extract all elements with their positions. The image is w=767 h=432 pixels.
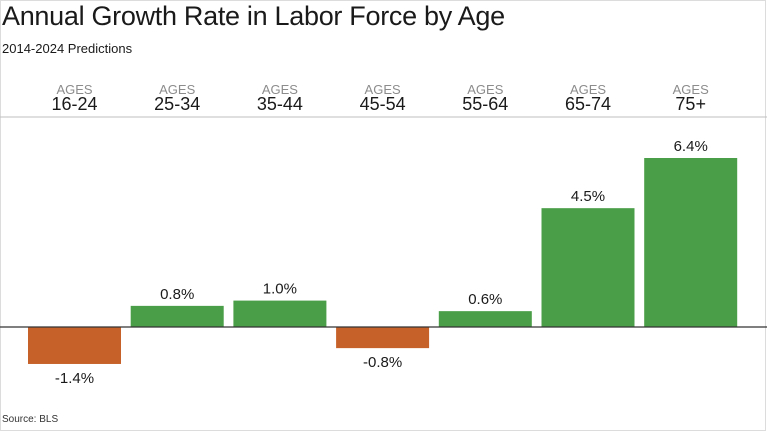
category-prefix: AGES [673,82,709,97]
bar [336,327,430,349]
category-label: 75+ [675,94,706,114]
category-prefix: AGES [262,82,298,97]
category-label: 25-34 [154,94,200,114]
data-label: 4.5% [571,188,605,205]
category-label: 65-74 [565,94,611,114]
category-label: 45-54 [360,94,406,114]
data-label: 1.0% [263,281,297,298]
category-label: 16-24 [51,94,97,114]
bar [644,158,738,327]
bar [28,327,121,364]
bar [233,300,327,327]
category-prefix: AGES [159,82,195,97]
category-prefix: AGES [467,82,503,97]
bar [130,305,224,327]
data-label: -0.8% [363,354,402,371]
data-label: -1.4% [55,370,94,387]
category-prefix: AGES [570,82,606,97]
bar [438,311,532,327]
category-prefix: AGES [365,82,401,97]
category-label: 55-64 [462,94,508,114]
category-prefix: AGES [56,82,92,97]
data-label: 0.8% [160,286,194,303]
category-label: 35-44 [257,94,303,114]
chart-subtitle: 2014-2024 Predictions [2,41,133,56]
data-label: 0.6% [468,291,502,308]
bar [541,208,635,327]
source-note: Source: BLS [2,414,59,425]
chart-title: Annual Growth Rate in Labor Force by Age [2,1,505,31]
data-label: 6.4% [674,138,708,155]
